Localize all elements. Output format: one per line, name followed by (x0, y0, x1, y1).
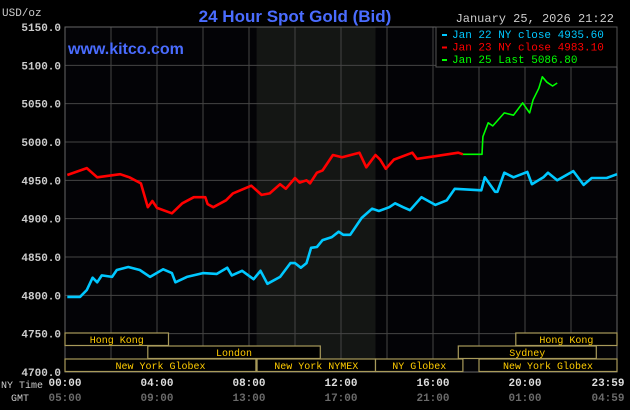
x-tick-label-ny: 23:59 (591, 378, 624, 390)
x-tick-label-gmt: 13:00 (232, 393, 265, 405)
session-label: New York Globex (503, 361, 593, 373)
session-bar (478, 358, 618, 373)
chart-title: 24 Hour Spot Gold (Bid) (199, 7, 392, 26)
ny-time-row-label: NY Time (1, 380, 43, 392)
x-tick-label-gmt: 21:00 (416, 393, 449, 405)
x-tick-label-gmt: 17:00 (324, 393, 357, 405)
website-watermark: www.kitco.com (67, 41, 184, 58)
y-tick-label: 4950.0 (21, 176, 61, 188)
y-tick-label: 4850.0 (21, 253, 61, 265)
x-tick-label-ny: 20:00 (508, 378, 541, 390)
series-line (462, 76, 558, 156)
session-label: Hong Kong (539, 336, 593, 347)
y-tick-label: 4700.0 (21, 368, 61, 380)
y-tick-label: 4800.0 (21, 291, 61, 303)
x-tick-label-ny: 16:00 (416, 378, 449, 390)
x-tick-label-ny: 12:00 (324, 378, 357, 390)
timestamp: January 25, 2026 21:22 (456, 12, 614, 26)
session-label: New York Globex (115, 361, 205, 373)
gmt-row-label: GMT (11, 394, 29, 405)
y-tick-label: 4900.0 (21, 215, 61, 227)
legend-entry: Jan 22 NY close 4935.60 (452, 30, 604, 42)
legend-swatch (442, 59, 447, 61)
y-tick-label: 5100.0 (21, 61, 61, 73)
session-bar (64, 358, 257, 373)
session-label: Sydney (509, 348, 545, 360)
shaded-period (256, 27, 376, 372)
y-tick-label: 5150.0 (21, 23, 61, 35)
y-tick-label: 4750.0 (21, 330, 61, 342)
legend-entry: Jan 25 Last 5086.80 (452, 55, 577, 67)
x-tick-label-gmt: 09:00 (140, 393, 173, 405)
session-bar (64, 332, 170, 347)
session-label: New York NYMEX (274, 361, 358, 373)
legend-box (435, 26, 618, 68)
session-bar (374, 358, 464, 373)
x-tick-label-gmt: 05:00 (48, 393, 81, 405)
x-tick-label-ny: 00:00 (48, 378, 81, 390)
series-line (67, 169, 618, 299)
session-label: NY Globex (392, 361, 446, 373)
legend-swatch (442, 46, 447, 49)
series-line (66, 151, 464, 215)
legend-swatch (442, 34, 447, 36)
x-tick-label-gmt: 04:59 (591, 393, 624, 405)
x-tick-label-ny: 04:00 (140, 378, 173, 390)
y-unit-label: USD/oz (2, 8, 42, 20)
y-tick-label: 5050.0 (21, 100, 61, 112)
x-tick-label-gmt: 01:00 (508, 393, 541, 405)
y-tick-label: 5000.0 (21, 138, 61, 150)
session-label: London (216, 348, 252, 360)
x-tick-label-ny: 08:00 (232, 378, 265, 390)
session-label: Hong Kong (90, 336, 144, 347)
legend-entry: Jan 23 NY close 4983.10 (452, 43, 604, 55)
